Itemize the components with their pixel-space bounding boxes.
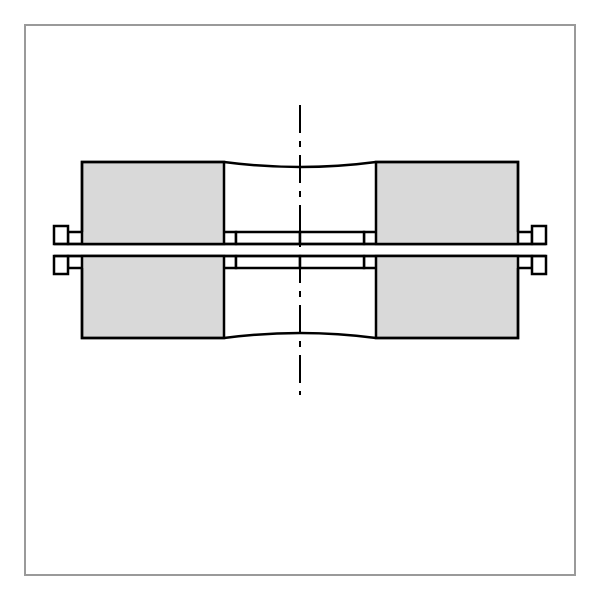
inner-race-top-left [236, 232, 300, 244]
inner-race-top-right [300, 232, 364, 244]
inner-race-bottom-right [300, 256, 364, 268]
cage-tab-bottom-right [532, 256, 546, 274]
roller-bottom-right [376, 256, 518, 338]
cage-tab-top-left [54, 226, 68, 244]
roller-bottom-left [82, 256, 224, 338]
roller-top-left [82, 162, 224, 244]
cage-tab-bottom-left [54, 256, 68, 274]
roller-top-right [376, 162, 518, 244]
inner-race-bottom-left [236, 256, 300, 268]
cage-tab-top-right [532, 226, 546, 244]
